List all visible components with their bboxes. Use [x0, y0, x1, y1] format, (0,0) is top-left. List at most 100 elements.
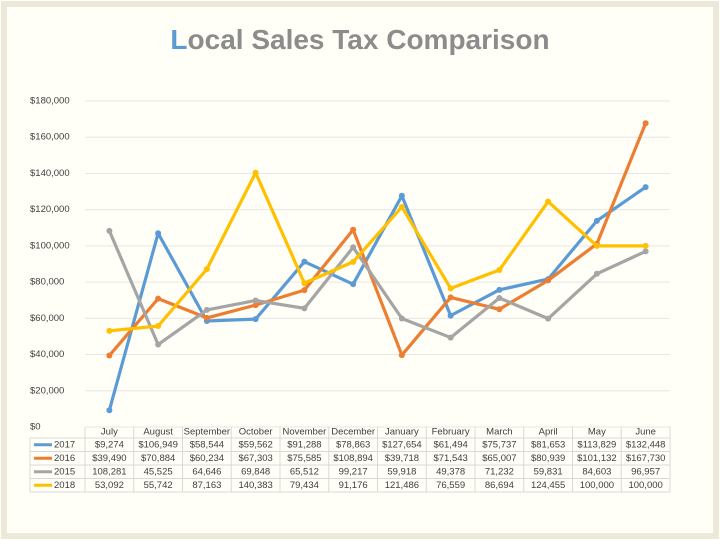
table-value: $58,544 [190, 439, 224, 450]
point [252, 302, 259, 309]
table-value: 49,378 [436, 466, 465, 477]
point [106, 352, 113, 359]
table-value: $70,884 [141, 453, 175, 464]
x-tick-label: February [432, 427, 470, 438]
point [447, 294, 454, 301]
table-value: 59,831 [534, 466, 563, 477]
point [301, 258, 308, 265]
table-value: $101,132 [577, 453, 617, 464]
point [106, 327, 113, 334]
table-value: $132,448 [626, 439, 666, 450]
legend-label: 2015 [54, 466, 75, 477]
table-value: 99,217 [339, 466, 368, 477]
y-tick-label: $80,000 [30, 277, 64, 288]
point [203, 306, 210, 313]
point [447, 312, 454, 319]
point [350, 281, 357, 288]
point [301, 305, 308, 312]
legend-label: 2016 [54, 453, 75, 464]
point [350, 244, 357, 251]
point [642, 120, 649, 127]
point [203, 314, 210, 321]
point [398, 352, 405, 359]
table-value: 108,281 [92, 466, 126, 477]
table-value: $71,543 [433, 453, 467, 464]
point [642, 242, 649, 249]
point [252, 169, 259, 176]
y-tick-label: $100,000 [30, 240, 70, 251]
x-tick-label: September [184, 427, 230, 438]
table-value: 76,559 [436, 480, 465, 491]
y-tick-label: $180,000 [30, 96, 70, 107]
table-value: $81,653 [531, 439, 565, 450]
point [642, 248, 649, 255]
y-tick-label: $60,000 [30, 313, 64, 324]
line [107, 230, 647, 347]
table-value: 65,512 [290, 466, 319, 477]
x-tick-label: May [588, 427, 606, 438]
point [496, 294, 503, 301]
x-tick-label: November [282, 427, 326, 438]
point [398, 315, 405, 322]
table-value: 121,486 [385, 480, 419, 491]
point [301, 280, 308, 287]
y-tick-label: $0 [30, 422, 41, 433]
point [496, 286, 503, 293]
legend-label: 2018 [54, 480, 75, 491]
table-value: $61,494 [433, 439, 467, 450]
x-tick-label: July [101, 427, 118, 438]
point [155, 295, 162, 302]
table-value: 84,603 [582, 466, 611, 477]
table-value: $75,585 [287, 453, 321, 464]
point [545, 277, 552, 284]
table-value: $39,718 [385, 453, 419, 464]
point [155, 323, 162, 330]
point [593, 217, 600, 224]
y-tick-label: $160,000 [30, 132, 70, 143]
legend-label: 2017 [54, 439, 75, 450]
table-value: 79,434 [290, 480, 319, 491]
x-tick-label: March [486, 427, 512, 438]
table-value: $39,490 [92, 453, 126, 464]
x-tick-label: August [143, 427, 173, 438]
table-value: $60,234 [190, 453, 224, 464]
point [350, 258, 357, 265]
table-value: $67,303 [238, 453, 272, 464]
x-tick-label: December [331, 427, 375, 438]
table-value: 53,092 [95, 480, 124, 491]
table-value: $59,562 [238, 439, 272, 450]
y-tick-label: $20,000 [30, 385, 64, 396]
point [155, 341, 162, 348]
table-value: 55,742 [144, 480, 173, 491]
point [545, 315, 552, 322]
table-value: 96,957 [631, 466, 660, 477]
table-value: $91,288 [287, 439, 321, 450]
table-value: $113,829 [577, 439, 616, 450]
point [593, 242, 600, 249]
table-value: 100,000 [580, 480, 614, 491]
line [107, 185, 647, 411]
x-tick-label: October [239, 427, 273, 438]
table-value: 64,646 [192, 466, 221, 477]
table-value: 87,163 [192, 480, 221, 491]
table-value: $167,730 [626, 453, 666, 464]
table-value: $75,737 [482, 439, 516, 450]
x-tick-label: April [539, 427, 558, 438]
table-value: $108,894 [333, 453, 373, 464]
table-value: $80,939 [531, 453, 565, 464]
y-tick-label: $40,000 [30, 349, 64, 360]
table-value: $106,949 [138, 439, 178, 450]
x-tick-label: January [385, 427, 419, 438]
point [252, 297, 259, 304]
y-tick-label: $120,000 [30, 204, 70, 215]
point [252, 316, 259, 323]
x-tick-label: June [635, 427, 656, 438]
line [109, 171, 646, 333]
table-value: 45,525 [144, 466, 173, 477]
table-value: 69,848 [241, 466, 270, 477]
point [350, 226, 357, 233]
point [496, 266, 503, 273]
table-value: 124,455 [531, 480, 565, 491]
point [203, 266, 210, 273]
